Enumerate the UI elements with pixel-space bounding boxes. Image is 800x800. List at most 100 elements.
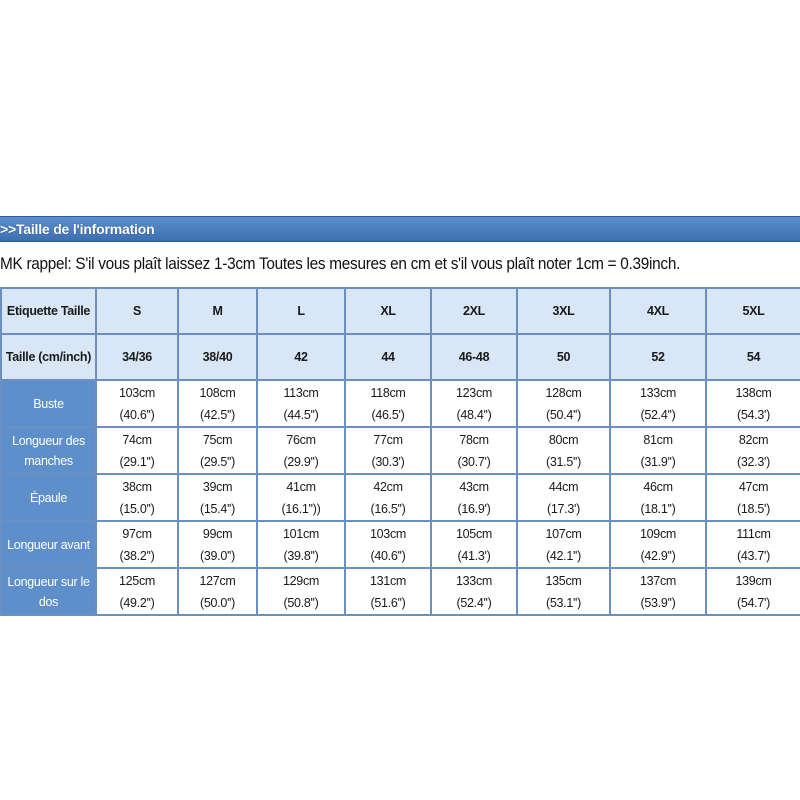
measurement-cell: 78cm (30.7')	[430, 426, 518, 475]
measurement-cm: 46cm	[643, 479, 673, 494]
measurement-cm: 133cm	[639, 385, 677, 400]
measurement-cell: 108cm (42.5'')	[177, 379, 258, 428]
measurement-inch: (43.7')	[737, 548, 770, 563]
measurement-inch: (42.9'')	[640, 548, 676, 563]
measurement-cell: 41cm (16.1''))	[256, 473, 346, 522]
measurement-cell: 97cm (38.2'')	[95, 520, 179, 569]
measurement-inch: (15.0'')	[119, 501, 155, 516]
measurement-cell: 81cm (31.9'')	[609, 426, 707, 475]
measurement-cell: 123cm (48.4'')	[430, 379, 518, 428]
measurement-cm: 99cm	[202, 526, 233, 541]
measurement-cell: 129cm (50.8'')	[256, 567, 346, 616]
measurement-cm: 125cm	[118, 573, 156, 588]
measurement-cell: 113cm (44.5'')	[256, 379, 346, 428]
measurement-inch: (16.1''))	[281, 501, 321, 516]
measurement-cm: 43cm	[459, 479, 489, 494]
row-label: Longueur avant	[0, 520, 97, 569]
measurement-cm: 76cm	[286, 432, 316, 447]
measurement-cm: 133cm	[455, 573, 493, 588]
table-row: Longueur des manches 74cm (29.1'') 75cm (29.…	[0, 426, 800, 475]
measurement-cell: 125cm (49.2'')	[95, 567, 179, 616]
measurement-cell: 74cm (29.1'')	[95, 426, 179, 475]
measurement-cm: 123cm	[455, 385, 493, 400]
measurement-cm: 97cm	[122, 526, 152, 541]
measurement-cell: 109cm (42.9'')	[609, 520, 707, 569]
measurement-cell: 137cm (53.9'')	[609, 567, 707, 616]
measurement-inch: (16.5'')	[370, 501, 406, 516]
measurement-inch: (29.5'')	[199, 454, 236, 469]
measurement-inch: (18.5')	[737, 501, 770, 516]
measurement-cell: 39cm (15.4'')	[177, 473, 258, 522]
measurement-cell: 127cm (50.0'')	[177, 567, 258, 616]
size-value-cell: 42	[256, 333, 346, 381]
measurement-cell: 118cm (46.5')	[344, 379, 432, 428]
measurement-inch: (52.4'')	[456, 595, 492, 610]
measurement-cell: 103cm (40.6'')	[344, 520, 432, 569]
measurement-cm: 103cm	[118, 385, 156, 400]
measurement-inch: (16.9')	[457, 501, 491, 516]
table-row: Buste 103cm (40.6'') 108cm (42.5'') 113cm (44.…	[0, 379, 800, 428]
size-label-cell: 4XL	[609, 287, 707, 335]
measurement-cell: 139cm (54.7')	[705, 567, 800, 616]
measurement-inch: (54.3')	[737, 407, 770, 422]
measurement-inch: (30.3')	[371, 454, 405, 469]
measurement-cell: 131cm (51.6'')	[344, 567, 432, 616]
size-header-row: Taille (cm/inch) 34/36 38/40 42 44 46-48 50 52 5…	[0, 333, 800, 381]
measurement-inch: (39.8'')	[283, 548, 319, 563]
row-label: Buste	[0, 379, 97, 428]
measurement-cell: 105cm (41.3')	[430, 520, 518, 569]
measurement-inch: (17.3')	[547, 501, 580, 516]
size-value-cell: 34/36	[95, 333, 179, 381]
measurement-cm: 41cm	[286, 479, 316, 494]
measurement-cm: 44cm	[548, 479, 579, 494]
measurement-cm: 78cm	[459, 432, 489, 447]
measurement-cell: 80cm (31.5'')	[516, 426, 611, 475]
measurement-cell: 42cm (16.5'')	[344, 473, 432, 522]
measurement-inch: (40.6'')	[370, 548, 406, 563]
measurement-cm: 82cm	[738, 432, 769, 447]
measurement-cell: 38cm (15.0'')	[95, 473, 179, 522]
measurement-inch: (51.6'')	[370, 595, 406, 610]
measurement-cm: 129cm	[282, 573, 320, 588]
size-value-cell: 46-48	[430, 333, 518, 381]
measurement-cell: 82cm (32.3')	[705, 426, 800, 475]
measurement-cm: 38cm	[122, 479, 152, 494]
measurement-cell: 77cm (30.3')	[344, 426, 432, 475]
measurement-inch: (29.9'')	[283, 454, 319, 469]
section-title: >>Taille de l'information	[0, 221, 155, 237]
measurement-inch: (39.0'')	[199, 548, 236, 563]
measurement-inch: (15.4'')	[199, 501, 236, 516]
measurement-cm: 127cm	[199, 573, 236, 588]
measurement-cm: 109cm	[639, 526, 677, 541]
table-row: Épaule 38cm (15.0'') 39cm (15.4'') 41cm (16.1'…	[0, 473, 800, 522]
size-value-cell: 38/40	[177, 333, 258, 381]
measurement-inch: (29.1'')	[119, 454, 155, 469]
measurement-cell: 133cm (52.4'')	[609, 379, 707, 428]
measurement-inch: (48.4'')	[456, 407, 492, 422]
measurement-cell: 43cm (16.9')	[430, 473, 518, 522]
measurement-cm: 77cm	[373, 432, 403, 447]
size-value-cell: 54	[705, 333, 800, 381]
measurement-cm: 137cm	[639, 573, 677, 588]
measurement-cm: 75cm	[202, 432, 233, 447]
measurement-cm: 42cm	[373, 479, 403, 494]
measurement-cm: 101cm	[282, 526, 320, 541]
measurement-cell: 46cm (18.1'')	[609, 473, 707, 522]
measurement-inch: (53.9'')	[640, 595, 676, 610]
measurement-inch: (42.1'')	[545, 548, 582, 563]
measurement-cell: 75cm (29.5'')	[177, 426, 258, 475]
measurement-note: MK rappel: S'il vous plaît laissez 1-3cm…	[0, 255, 681, 273]
measurement-cm: 111cm	[736, 526, 771, 541]
measurement-cm: 74cm	[122, 432, 152, 447]
measurement-inch: (30.7')	[457, 454, 491, 469]
measurement-cell: 101cm (39.8'')	[256, 520, 346, 569]
measurement-cell: 138cm (54.3')	[705, 379, 800, 428]
measurement-cell: 135cm (53.1'')	[516, 567, 611, 616]
measurement-cell: 107cm (42.1'')	[516, 520, 611, 569]
measurement-cell: 128cm (50.4'')	[516, 379, 611, 428]
size-table: Etiquette Taille S M L XL 2XL 3XL 4XL 5XL Taille …	[0, 287, 800, 616]
measurement-inch: (44.5'')	[283, 407, 319, 422]
measurement-cm: 131cm	[369, 573, 407, 588]
row-label: Longueur sur le dos	[0, 567, 97, 616]
